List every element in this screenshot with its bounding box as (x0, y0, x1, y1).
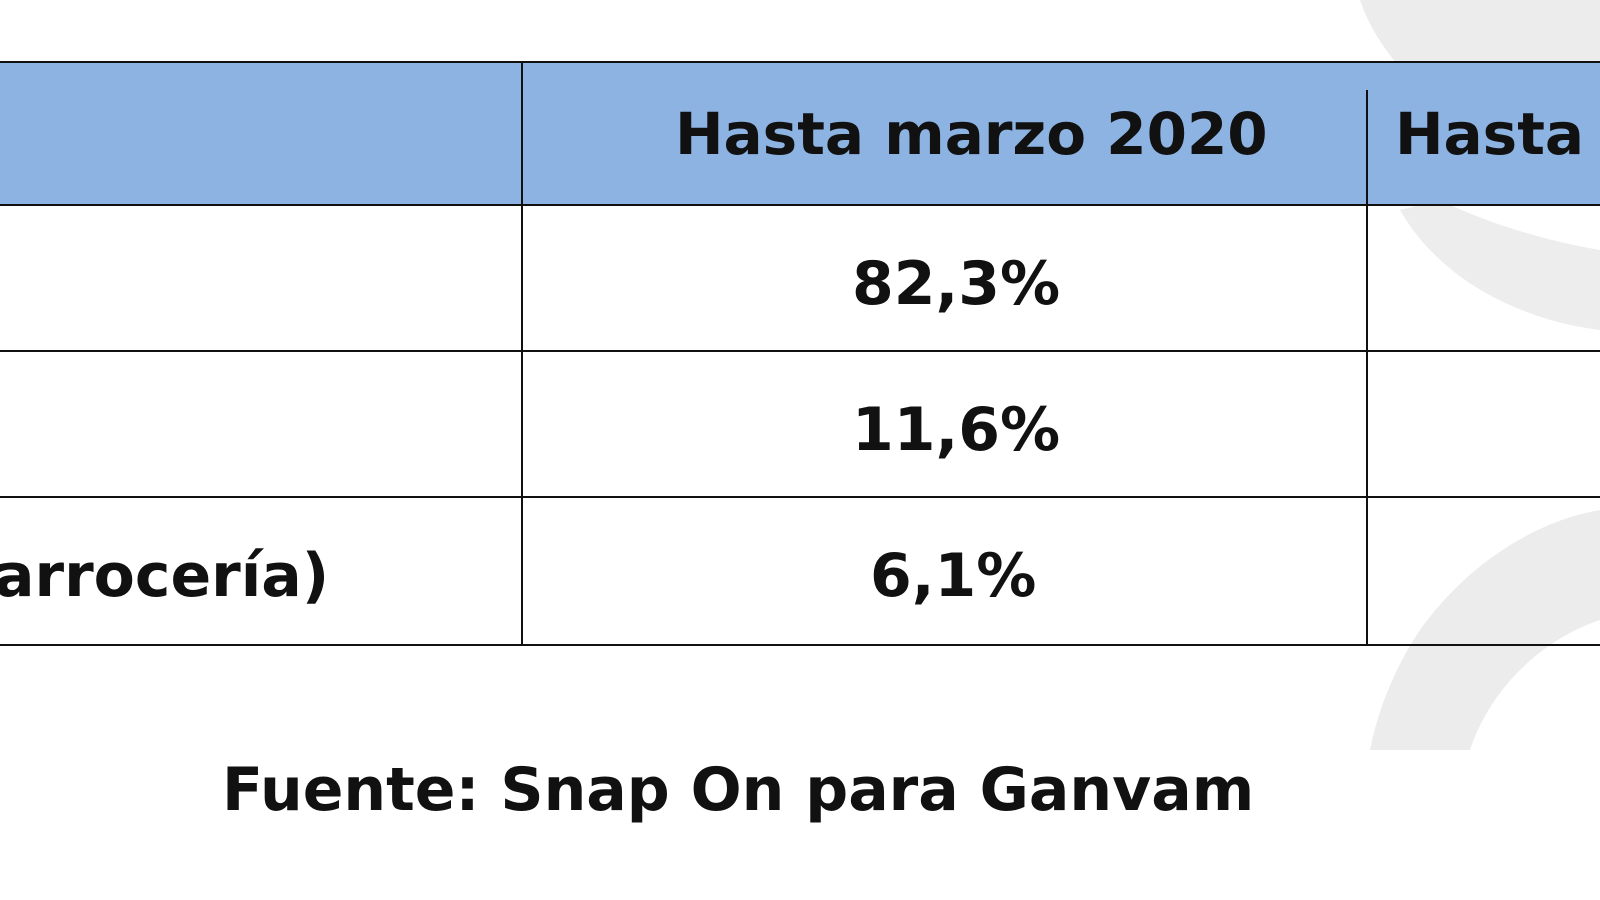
table-column-divider (1366, 90, 1368, 646)
table-row-divider (0, 204, 1600, 206)
source-note: Fuente: Snap On para Ganvam (222, 755, 1255, 825)
column-header-marzo-2020: Hasta marzo 2020 (675, 100, 1268, 168)
table-row-divider (0, 350, 1600, 352)
table-cell-value: 82,3% (852, 249, 1061, 319)
table-column-divider (521, 61, 523, 646)
table-row-label: arrocería) (0, 541, 330, 611)
column-header-hasta: Hasta (1395, 100, 1585, 168)
table-cell-value: 6,1% (870, 541, 1037, 611)
table-top-border (0, 61, 1600, 63)
table-bottom-border (0, 644, 1600, 646)
table-header-band (0, 62, 1600, 204)
table-row-divider (0, 496, 1600, 498)
table-cell-value: 11,6% (852, 395, 1061, 465)
